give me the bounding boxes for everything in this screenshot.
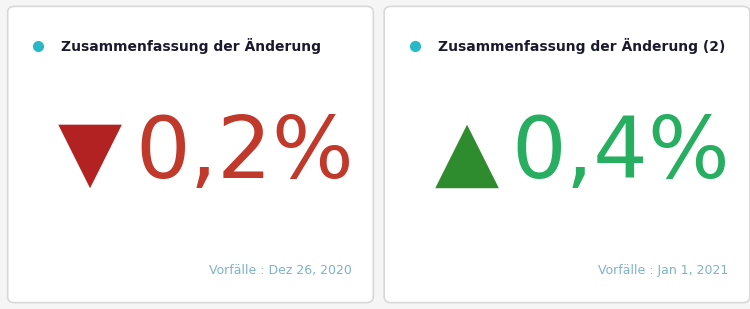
Text: Zusammenfassung der Änderung: Zusammenfassung der Änderung — [62, 38, 322, 53]
Text: ▲: ▲ — [434, 114, 499, 195]
FancyBboxPatch shape — [8, 6, 374, 303]
Text: 0,4%: 0,4% — [512, 113, 730, 196]
Text: Vorfälle : Dez 26, 2020: Vorfälle : Dez 26, 2020 — [209, 264, 352, 277]
Text: ▼: ▼ — [58, 114, 122, 195]
Text: 0,2%: 0,2% — [135, 113, 354, 196]
FancyBboxPatch shape — [384, 6, 750, 303]
Text: Zusammenfassung der Änderung (2): Zusammenfassung der Änderung (2) — [438, 38, 725, 53]
Text: Vorfälle : Jan 1, 2021: Vorfälle : Jan 1, 2021 — [598, 264, 728, 277]
